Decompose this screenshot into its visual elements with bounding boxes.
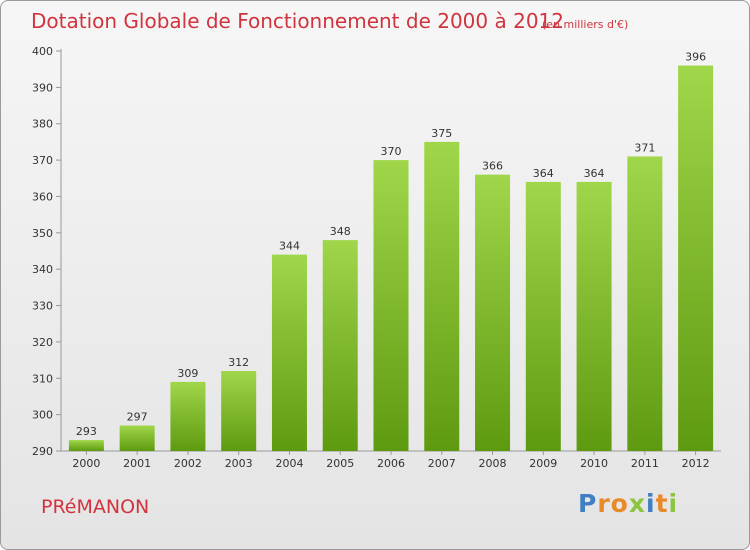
x-tick-label: 2007 [428, 457, 456, 470]
y-tick-label: 380 [32, 118, 53, 131]
data-label-2010: 364 [584, 167, 605, 180]
data-label-2001: 297 [127, 411, 148, 424]
data-label-2003: 312 [228, 356, 249, 369]
x-tick-label: 2009 [529, 457, 557, 470]
bar-2006 [373, 160, 409, 451]
bar-2004 [271, 254, 307, 451]
labels: 2000 293 2001 297 2002 309 2003 312 2004 344 2005 3… [72, 51, 709, 470]
x-tick-label: 2003 [225, 457, 253, 470]
bars [68, 65, 714, 452]
data-label-2006: 370 [381, 145, 402, 158]
bar-2005 [322, 240, 358, 451]
proxiti-logo: Proxiti [578, 489, 678, 518]
y-tick-label: 340 [32, 263, 53, 276]
data-label-2007: 375 [431, 127, 452, 140]
y-tick-label: 330 [32, 300, 53, 313]
x-tick-label: 2008 [479, 457, 507, 470]
logo-letter: i [646, 489, 656, 518]
y-tick-label: 320 [32, 336, 53, 349]
y-tick-label: 400 [32, 45, 53, 58]
chart-subtitle: (en milliers d'€) [542, 18, 629, 31]
bar-2007 [424, 141, 460, 451]
data-label-2002: 309 [177, 367, 198, 380]
logo-letter: o [610, 489, 629, 518]
chart-title: Dotation Globale de Fonctionnement de 20… [31, 9, 564, 33]
commune-name: PRéMANON [41, 496, 150, 518]
bar-2002 [170, 381, 206, 451]
axes: 290 300 310 320 330 340 350 360 370 380 390 400 [32, 45, 721, 458]
data-label-2000: 293 [76, 425, 97, 438]
x-tick-label: 2004 [275, 457, 303, 470]
bar-2001 [119, 425, 155, 451]
bar-2011 [627, 156, 663, 452]
logo-letter: P [578, 489, 598, 518]
x-tick-label: 2002 [174, 457, 202, 470]
data-label-2004: 344 [279, 240, 300, 253]
logo-letter: t [655, 489, 669, 518]
x-tick-label: 2001 [123, 457, 151, 470]
x-tick-label: 2012 [682, 457, 710, 470]
y-tick-label: 290 [32, 445, 53, 458]
y-tick-label: 370 [32, 154, 53, 167]
logo-letter: r [597, 489, 611, 518]
y-tick-label: 310 [32, 372, 53, 385]
x-tick-label: 2010 [580, 457, 608, 470]
bar-2012 [678, 65, 714, 451]
bar-2000 [68, 440, 104, 451]
x-tick-label: 2005 [326, 457, 354, 470]
bar-2010 [576, 181, 612, 451]
x-tick-label: 2006 [377, 457, 405, 470]
x-tick-label: 2011 [631, 457, 659, 470]
bar-2009 [525, 181, 561, 451]
data-label-2008: 366 [482, 160, 503, 173]
y-tick-label: 360 [32, 190, 53, 203]
logo-letter: i [668, 489, 679, 518]
data-label-2012: 396 [685, 51, 706, 64]
data-label-2011: 371 [634, 141, 655, 154]
y-tick-label: 350 [32, 227, 53, 240]
logo-letter: x [628, 489, 646, 518]
bar-2008 [475, 174, 511, 452]
bar-2003 [221, 371, 257, 451]
x-tick-label: 2000 [72, 457, 100, 470]
data-label-2005: 348 [330, 225, 351, 238]
y-tick-label: 300 [32, 409, 53, 422]
data-label-2009: 364 [533, 167, 554, 180]
y-tick-label: 390 [32, 81, 53, 94]
